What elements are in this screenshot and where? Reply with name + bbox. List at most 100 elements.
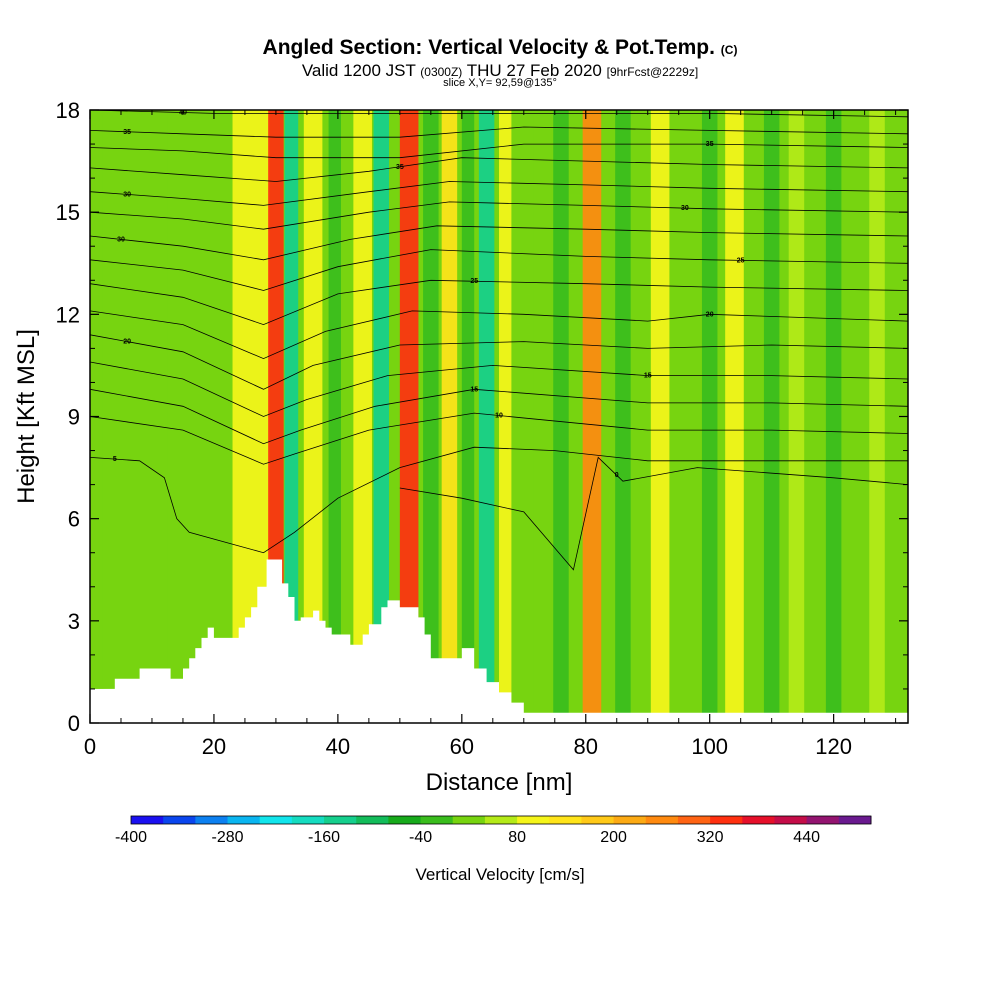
title-suffix: (C) bbox=[720, 43, 738, 57]
colorbar-swatch-1 bbox=[163, 816, 196, 824]
theta-label-11: 15 bbox=[644, 373, 652, 380]
colorbar-swatch-16 bbox=[645, 816, 679, 824]
velocity-band-24 bbox=[825, 110, 842, 723]
y-tick-label-15: 15 bbox=[56, 200, 80, 225]
theta-label-12: 15 bbox=[470, 386, 478, 393]
theta-isoline-6 bbox=[90, 225, 908, 261]
theta-label-13: 10 bbox=[495, 413, 503, 420]
theta-isoline-11 bbox=[90, 361, 908, 417]
theta-label-7: 25 bbox=[737, 257, 745, 264]
colorbar-swatch-10 bbox=[452, 816, 486, 824]
colorbar-swatch-17 bbox=[677, 816, 711, 824]
velocity-band-21 bbox=[725, 110, 744, 723]
velocity-band-4 bbox=[284, 110, 299, 723]
x-tick-label-60: 60 bbox=[450, 734, 474, 759]
velocity-band-5 bbox=[303, 110, 323, 723]
theta-label-1: 35 bbox=[123, 129, 131, 136]
theta-label-4: 30 bbox=[123, 191, 131, 198]
velocity-band-1 bbox=[167, 110, 187, 723]
colorbar-swatch-13 bbox=[549, 816, 582, 824]
theta-isoline-8 bbox=[90, 279, 908, 326]
colorbar-swatch-6 bbox=[324, 816, 357, 824]
slice-label: slice X,Y= 92,59@135° bbox=[443, 77, 557, 89]
colorbar-tick-label-6: 320 bbox=[697, 829, 724, 846]
colorbar-tick-label-4: 80 bbox=[508, 829, 526, 846]
valid-z: (0300Z) bbox=[420, 65, 463, 79]
x-tick-label-100: 100 bbox=[691, 734, 728, 759]
theta-label-10: 20 bbox=[123, 339, 131, 346]
colorbar-swatch-22 bbox=[838, 816, 872, 824]
velocity-band-23 bbox=[788, 110, 805, 723]
velocity-band-0 bbox=[102, 110, 128, 723]
colorbar-tick-label-0: -400 bbox=[115, 829, 147, 846]
theta-isoline-2 bbox=[90, 143, 908, 159]
y-tick-label-0: 0 bbox=[68, 711, 80, 736]
velocity-band-22 bbox=[763, 110, 780, 723]
theta-label-15: 0 bbox=[615, 472, 619, 479]
theta-isoline-15 bbox=[399, 456, 908, 571]
colorbar-swatch-5 bbox=[291, 816, 325, 824]
theta-isoline-12 bbox=[90, 388, 908, 445]
chart-subtitle: Valid 1200 JST (0300Z) THU 27 Feb 2020 [… bbox=[0, 61, 1000, 81]
colorbar-swatch-3 bbox=[227, 816, 261, 824]
colorbar-tick-label-5: 200 bbox=[600, 829, 627, 846]
colorbar-swatch-19 bbox=[742, 816, 775, 824]
velocity-band-12 bbox=[461, 110, 475, 723]
colorbar-swatch-4 bbox=[259, 816, 293, 824]
colorbar-tick-label-7: 440 bbox=[793, 829, 820, 846]
colorbar-swatch-8 bbox=[388, 816, 422, 824]
theta-label-3: 35 bbox=[396, 164, 404, 171]
velocity-band-6 bbox=[328, 110, 341, 723]
theta-isoline-9 bbox=[90, 310, 908, 360]
velocity-band-19 bbox=[650, 110, 670, 723]
velocity-band-15 bbox=[533, 110, 552, 723]
colorbar-swatch-14 bbox=[581, 816, 615, 824]
velocity-band-17 bbox=[582, 110, 602, 723]
colorbar-swatch-11 bbox=[484, 816, 518, 824]
colorbar-tick-label-2: -160 bbox=[308, 829, 340, 846]
y-tick-label-18: 18 bbox=[56, 98, 80, 123]
y-tick-label-9: 9 bbox=[68, 405, 80, 430]
velocity-band-20 bbox=[701, 110, 718, 723]
colorbar-swatch-18 bbox=[710, 816, 743, 824]
theta-isoline-5 bbox=[90, 201, 908, 230]
theta-isoline-1 bbox=[90, 126, 908, 138]
theta-isoline-13 bbox=[90, 412, 908, 465]
colorbar-swatch-2 bbox=[195, 816, 229, 824]
colorbar-tick-label-1: -280 bbox=[212, 829, 244, 846]
colorbar-swatch-12 bbox=[517, 816, 550, 824]
valid-fcst: [9hrFcst@2229z] bbox=[606, 65, 699, 79]
theta-label-2: 35 bbox=[706, 141, 714, 148]
colorbar-swatch-0 bbox=[131, 816, 164, 824]
theta-isoline-7 bbox=[90, 249, 908, 291]
velocity-band-8 bbox=[373, 110, 390, 723]
colorbar-swatch-15 bbox=[613, 816, 647, 824]
title-main: Angled Section: Vertical Velocity & Pot.… bbox=[262, 36, 715, 59]
velocity-band-11 bbox=[441, 110, 458, 723]
velocity-band-9 bbox=[399, 110, 419, 723]
y-tick-label-12: 12 bbox=[56, 302, 80, 327]
x-tick-label-40: 40 bbox=[326, 734, 350, 759]
theta-label-8: 25 bbox=[470, 278, 478, 285]
theta-isoline-4 bbox=[90, 181, 908, 206]
y-tick-label-3: 3 bbox=[68, 609, 80, 634]
theta-label-9: 20 bbox=[706, 311, 714, 318]
theta-label-14: 5 bbox=[113, 456, 117, 463]
x-tick-label-80: 80 bbox=[574, 734, 598, 759]
colorbar: -400 -280 -160 -40 80 200 320 440 Vertical Veloc… bbox=[115, 815, 872, 884]
valid-prefix: Valid 1200 JST bbox=[301, 61, 416, 80]
colorbar-tick-label-3: -40 bbox=[409, 829, 432, 846]
colorbar-swatch-21 bbox=[806, 816, 840, 824]
colorbar-swatch-7 bbox=[356, 816, 389, 824]
colorbar-frame bbox=[130, 815, 872, 825]
x-axis-label: Distance [nm] bbox=[426, 769, 573, 796]
y-tick-label-6: 6 bbox=[68, 507, 80, 532]
theta-label-5: 30 bbox=[681, 205, 689, 212]
plot-area: 403535353030302525202015151050 bbox=[90, 110, 908, 723]
theta-isoline-3 bbox=[90, 157, 908, 182]
velocity-band-13 bbox=[478, 110, 495, 723]
valid-date: THU 27 Feb 2020 bbox=[466, 61, 602, 80]
theta-isoline-10 bbox=[90, 334, 908, 390]
